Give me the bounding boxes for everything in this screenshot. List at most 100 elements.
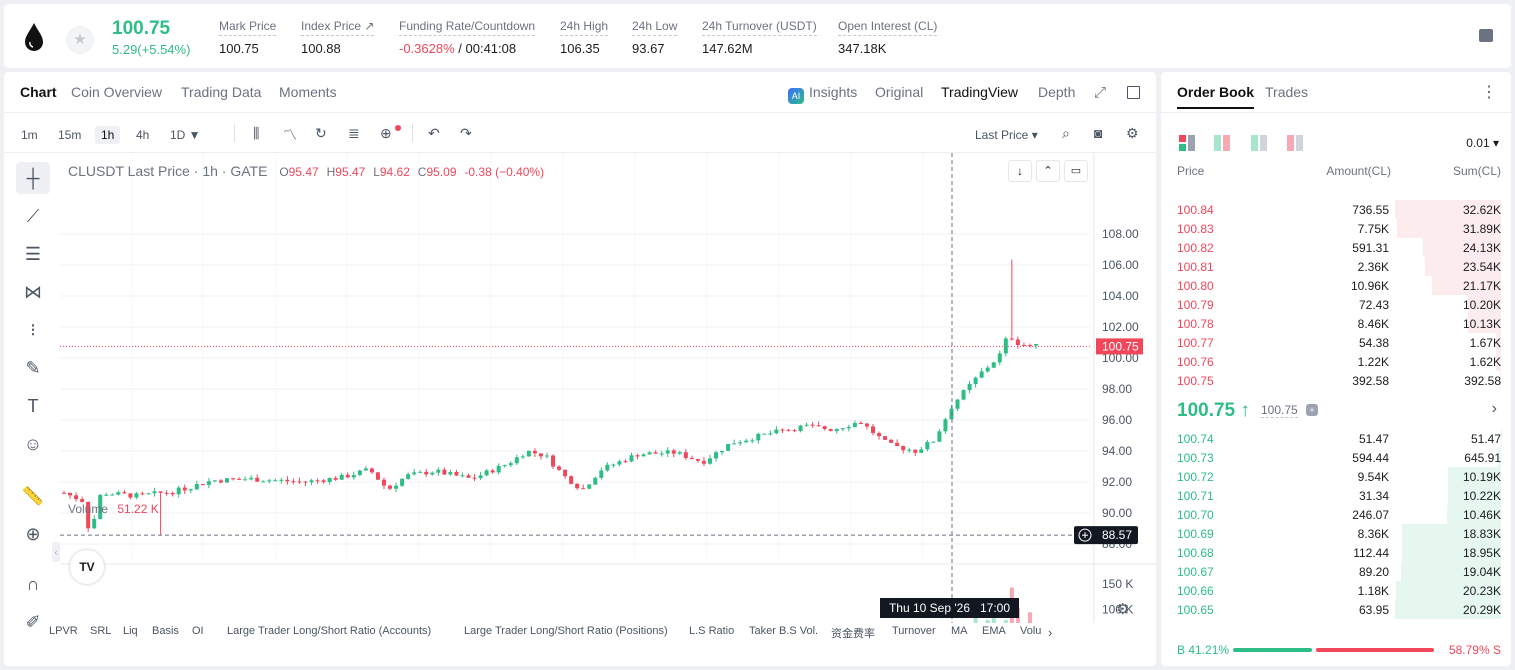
bid-row[interactable]: 100.71 31.34 10.22K: [1161, 486, 1511, 505]
indicator-large-trader-positions[interactable]: Large Trader Long/Short Ratio (Positions…: [464, 625, 668, 637]
indicator-funding-rate[interactable]: 资金费率: [831, 628, 875, 640]
search-icon[interactable]: ⌕: [1062, 125, 1070, 141]
candle-body: [883, 436, 888, 440]
brush-tool-icon[interactable]: ✎: [25, 357, 41, 378]
ask-row[interactable]: 100.78 8.46K 10.13K: [1161, 314, 1511, 333]
redo-icon[interactable]: ↷: [460, 125, 472, 141]
ask-row[interactable]: 100.77 54.38 1.67K: [1161, 333, 1511, 352]
magnet-tool-icon[interactable]: ∩: [26, 573, 40, 594]
ask-row[interactable]: 100.84 736.55 32.62K: [1161, 200, 1511, 219]
undo-icon[interactable]: ↶: [428, 125, 440, 141]
tab-chart[interactable]: Chart: [20, 84, 57, 100]
indicator-volume[interactable]: Volu: [1020, 625, 1042, 637]
tab-coin-overview[interactable]: Coin Overview: [71, 84, 163, 100]
bid-row[interactable]: 100.68 112.44 18.95K: [1161, 543, 1511, 562]
replay-icon[interactable]: ↻: [315, 125, 327, 141]
timeframe-1h[interactable]: 1h: [95, 126, 121, 144]
tab-trades[interactable]: Trades: [1265, 84, 1309, 100]
tab-moments[interactable]: Moments: [279, 84, 337, 100]
timeframe-1m[interactable]: 1m: [21, 128, 38, 142]
tab-tradingview[interactable]: TradingView: [941, 84, 1019, 100]
tab-insights[interactable]: AI Insights: [788, 84, 857, 104]
price-type-select[interactable]: Last Price ▾: [975, 128, 1038, 142]
maximize-pane-icon[interactable]: ▭: [1064, 160, 1088, 182]
candle-body: [394, 485, 399, 489]
candle-body: [484, 470, 489, 476]
view-bids-icon[interactable]: [1251, 135, 1267, 151]
bid-row[interactable]: 100.70 246.07 10.46K: [1161, 505, 1511, 524]
tab-order-book[interactable]: Order Book: [1177, 84, 1255, 109]
bid-row[interactable]: 100.66 1.18K 20.23K: [1161, 581, 1511, 600]
indicator-ema[interactable]: EMA: [982, 625, 1006, 637]
bid-row[interactable]: 100.72 9.54K 10.19K: [1161, 467, 1511, 486]
ask-row[interactable]: 100.80 10.96K 21.17K: [1161, 276, 1511, 295]
template-icon[interactable]: ≣: [348, 125, 360, 141]
pattern-tool-icon[interactable]: ⋈: [24, 281, 42, 302]
more-options-icon[interactable]: ⋮: [1481, 84, 1497, 101]
tab-original[interactable]: Original: [875, 84, 924, 100]
candle-body: [225, 478, 230, 483]
bid-row[interactable]: 100.74 51.47 51.47: [1161, 429, 1511, 448]
candle-body: [967, 383, 972, 391]
scroll-to-latest-icon[interactable]: ↓: [1008, 160, 1032, 182]
indicator-large-trader-accounts[interactable]: Large Trader Long/Short Ratio (Accounts): [227, 625, 432, 637]
timeframe-4h[interactable]: 4h: [136, 128, 150, 142]
candle-body: [140, 493, 145, 495]
bid-row[interactable]: 100.73 594.44 645.91: [1161, 448, 1511, 467]
ask-row[interactable]: 100.83 7.75K 31.89K: [1161, 219, 1511, 238]
add-alert-icon[interactable]: [1078, 528, 1092, 542]
window-icon[interactable]: [1127, 86, 1140, 99]
bid-row[interactable]: 100.67 89.20 19.04K: [1161, 562, 1511, 581]
precision-select[interactable]: 0.01 ▾: [1466, 136, 1499, 150]
ask-row[interactable]: 100.82 591.31 24.13K: [1161, 238, 1511, 257]
candle-body: [780, 429, 785, 431]
ruler-tool-icon[interactable]: 📏: [21, 485, 45, 506]
text-tool-icon[interactable]: T: [27, 395, 39, 416]
chevron-right-icon[interactable]: ›: [1491, 400, 1497, 417]
add-indicator-icon[interactable]: ⊕: [380, 125, 392, 141]
collapse-pane-icon[interactable]: ⌃: [1036, 160, 1060, 182]
ask-row[interactable]: 100.76 1.22K 1.62K: [1161, 352, 1511, 371]
chart-settings-icon[interactable]: ⚙: [1116, 601, 1130, 618]
indicator-turnover[interactable]: Turnover: [892, 625, 936, 637]
indicator-ls-ratio[interactable]: L.S Ratio: [689, 625, 735, 637]
tab-trading-data[interactable]: Trading Data: [181, 84, 262, 100]
indicators-icon[interactable]: 〽: [283, 127, 297, 143]
indicator-liq[interactable]: Liq: [123, 625, 138, 637]
collapse-toolbar-handle[interactable]: ‹: [52, 542, 60, 562]
view-asks-icon[interactable]: [1287, 135, 1303, 151]
view-asks-bids-icon[interactable]: [1214, 135, 1230, 151]
stat-index-price[interactable]: Index Price ↗ 100.88: [301, 19, 375, 56]
fib-tool-icon[interactable]: ⁝: [30, 319, 36, 340]
ask-row[interactable]: 100.79 72.43 10.20K: [1161, 295, 1511, 314]
chevron-right-icon[interactable]: ›: [1048, 625, 1053, 640]
tab-depth[interactable]: Depth: [1038, 84, 1076, 100]
zoom-in-tool-icon[interactable]: ⊕: [25, 523, 41, 544]
favorite-star-icon[interactable]: ★: [66, 26, 94, 54]
ask-depth-bar: [1432, 276, 1501, 295]
bid-row[interactable]: 100.69 8.36K 18.83K: [1161, 524, 1511, 543]
settings-gear-icon[interactable]: ⚙: [1126, 125, 1139, 141]
view-both-icon[interactable]: [1179, 135, 1195, 151]
ask-row[interactable]: 100.75 392.58 392.58: [1161, 371, 1511, 390]
book-icon[interactable]: [1479, 29, 1493, 42]
horizontal-lines-tool-icon[interactable]: ☰: [24, 243, 42, 264]
indicator-oi[interactable]: OI: [192, 625, 204, 637]
candle-type-icon[interactable]: ⫼: [253, 125, 260, 141]
pencil-lock-tool-icon[interactable]: ✐: [25, 611, 41, 632]
candlestick-chart[interactable]: 108.00 106.00 104.00 102.00 100.00 98.00 96.00…: [60, 153, 1156, 623]
timeframe-15m[interactable]: 15m: [58, 128, 82, 142]
timeframe-1d[interactable]: 1D ▼: [170, 128, 201, 142]
expand-icon[interactable]: ⤢: [1094, 84, 1107, 101]
bid-row[interactable]: 100.65 63.95 20.29K: [1161, 600, 1511, 619]
crosshair-tool-icon[interactable]: ┼: [16, 162, 50, 194]
indicator-taker-bs-vol[interactable]: Taker B.S Vol.: [749, 625, 819, 637]
ask-row[interactable]: 100.81 2.36K 23.54K: [1161, 257, 1511, 276]
indicator-srl[interactable]: SRL: [90, 625, 112, 637]
emoji-tool-icon[interactable]: ☺: [23, 433, 43, 454]
indicator-basis[interactable]: Basis: [152, 625, 179, 637]
trend-line-tool-icon[interactable]: ⟋: [26, 205, 40, 226]
indicator-lpvr[interactable]: LPVR: [49, 625, 78, 637]
camera-icon[interactable]: ◙: [1094, 125, 1103, 141]
indicator-ma[interactable]: MA: [951, 625, 968, 637]
